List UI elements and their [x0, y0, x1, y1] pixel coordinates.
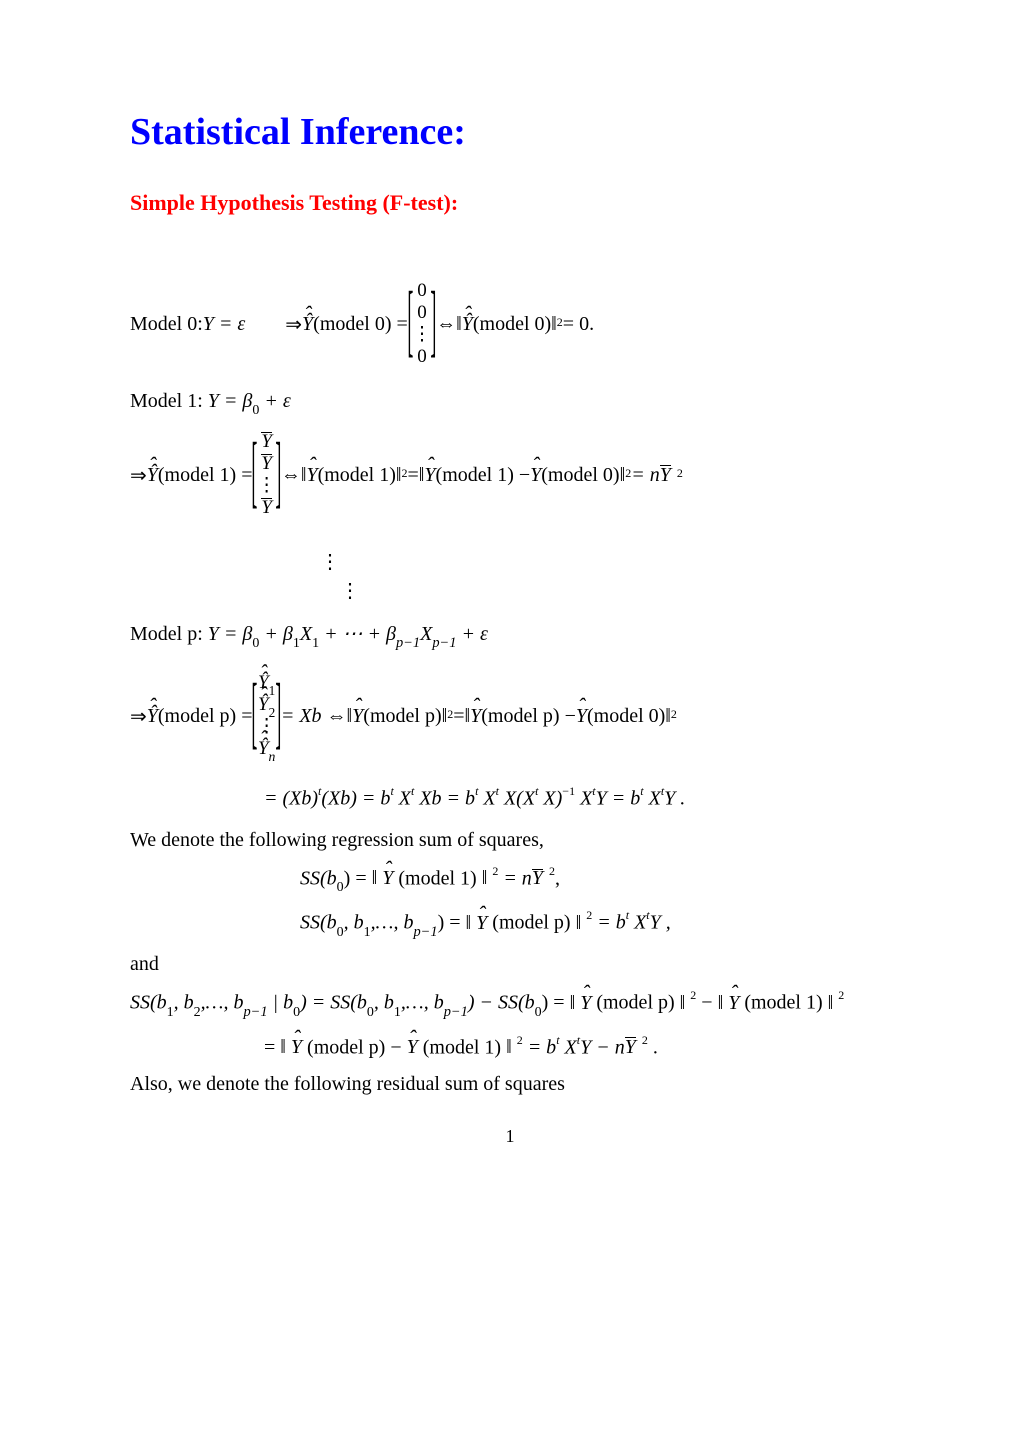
- rbracket-icon: ]: [275, 429, 281, 521]
- model1-vector: Y Y ⋮ Y: [257, 431, 276, 519]
- yhat-icon: Y: [291, 1036, 302, 1059]
- and-text: and: [130, 953, 890, 976]
- lbracket-icon: [: [407, 278, 413, 370]
- yhat-icon: Ŷ: [147, 464, 158, 487]
- model0-rhs: = 0.: [563, 313, 594, 336]
- model0-eq: Y = ε: [203, 313, 246, 336]
- model0-vector: 0 0 ⋮ 0: [412, 280, 431, 368]
- yhat-icon: Y: [424, 464, 435, 487]
- yhat-icon: Ŷ: [462, 313, 473, 336]
- ssb0-line: SS(b0) = Y (model 1) 2 = nY2,: [300, 866, 890, 895]
- modelp-label: Model p:: [130, 623, 208, 645]
- norm-left-icon: [372, 867, 378, 889]
- denote-text-2: Also, we denote the following residual s…: [130, 1073, 890, 1096]
- yhat-icon: Y: [476, 912, 487, 935]
- yhat-icon: Y: [407, 1036, 418, 1059]
- lbracket-icon: [: [252, 670, 258, 762]
- model1-label: Model 1:: [130, 390, 208, 412]
- yhat-icon: Y: [352, 705, 363, 728]
- ssb-all-line: SS(b0, b1,…, bp−1) = Y (model p) 2 = bt …: [300, 910, 890, 939]
- page-title: Statistical Inference:: [130, 110, 890, 154]
- model1-arrow: ⇒: [130, 463, 147, 488]
- model-1-block: Model 1: Y = β0 + ε ⇒ Ŷ (model 1) = [ Y …: [130, 390, 890, 603]
- yhat-icon: Y: [576, 705, 587, 728]
- modelp-vector: Ŷ1 Ŷ2 ⋮ Ŷn: [257, 672, 276, 760]
- vdots-icon: ⋮: [320, 549, 890, 574]
- norm-right-icon: [680, 992, 686, 1014]
- norm-left-icon: [466, 912, 472, 934]
- norm-right-icon: [482, 867, 488, 889]
- norm-right-icon: [828, 992, 834, 1014]
- model0-label: Model 0:: [130, 313, 203, 336]
- model0-arrow: ⇒: [285, 312, 302, 337]
- yhat-icon: Y: [530, 464, 541, 487]
- denote-text-1: We denote the following regression sum o…: [130, 829, 890, 852]
- yhat-icon: Y: [580, 992, 591, 1015]
- model-p-block: Model p: Y = β0 + β1X1 + ⋯ + βp−1Xp−1 + …: [130, 621, 890, 811]
- section-subtitle: Simple Hypothesis Testing (F-test):: [130, 190, 890, 216]
- rbracket-icon: ]: [275, 670, 281, 762]
- norm-left-icon: [570, 992, 576, 1014]
- model0-arg: (model 0) =: [313, 313, 408, 336]
- lbracket-icon: [: [252, 429, 258, 521]
- model-0-block: Model 0: Y = ε ⇒ Ŷ (model 0) = [ 0 0 ⋮ 0…: [130, 276, 890, 372]
- ss-cond-line2: = Y (model p) − Y (model 1) 2 = bt XtY −…: [264, 1035, 890, 1060]
- ss-cond-line1: SS(b1, b2,…, bp−1 | b0) = SS(b0, b1,…, b…: [130, 990, 890, 1019]
- norm-left-icon: [280, 1036, 286, 1058]
- squared: 2: [557, 315, 563, 330]
- modelp-expansion: = (Xb)t(Xb) = bt Xt Xb = bt Xt X(Xt X)−1…: [264, 786, 890, 811]
- norm-left-icon: [718, 992, 724, 1014]
- yhat-icon: Y: [306, 464, 317, 487]
- norm-right-icon: [576, 912, 582, 934]
- yhat-icon: Ŷ: [302, 313, 313, 336]
- rbracket-icon: ]: [431, 278, 437, 370]
- yhat-icon: Ŷ: [147, 705, 158, 728]
- norm-right-icon: [506, 1036, 512, 1058]
- yhat-icon: Y: [728, 992, 739, 1015]
- model0-iff: ⇔: [436, 313, 456, 336]
- vdots-icon: ⋮: [340, 578, 890, 603]
- yhat-icon: Y: [470, 705, 481, 728]
- page-number: 1: [130, 1126, 890, 1147]
- yhat-icon: Y: [382, 867, 393, 890]
